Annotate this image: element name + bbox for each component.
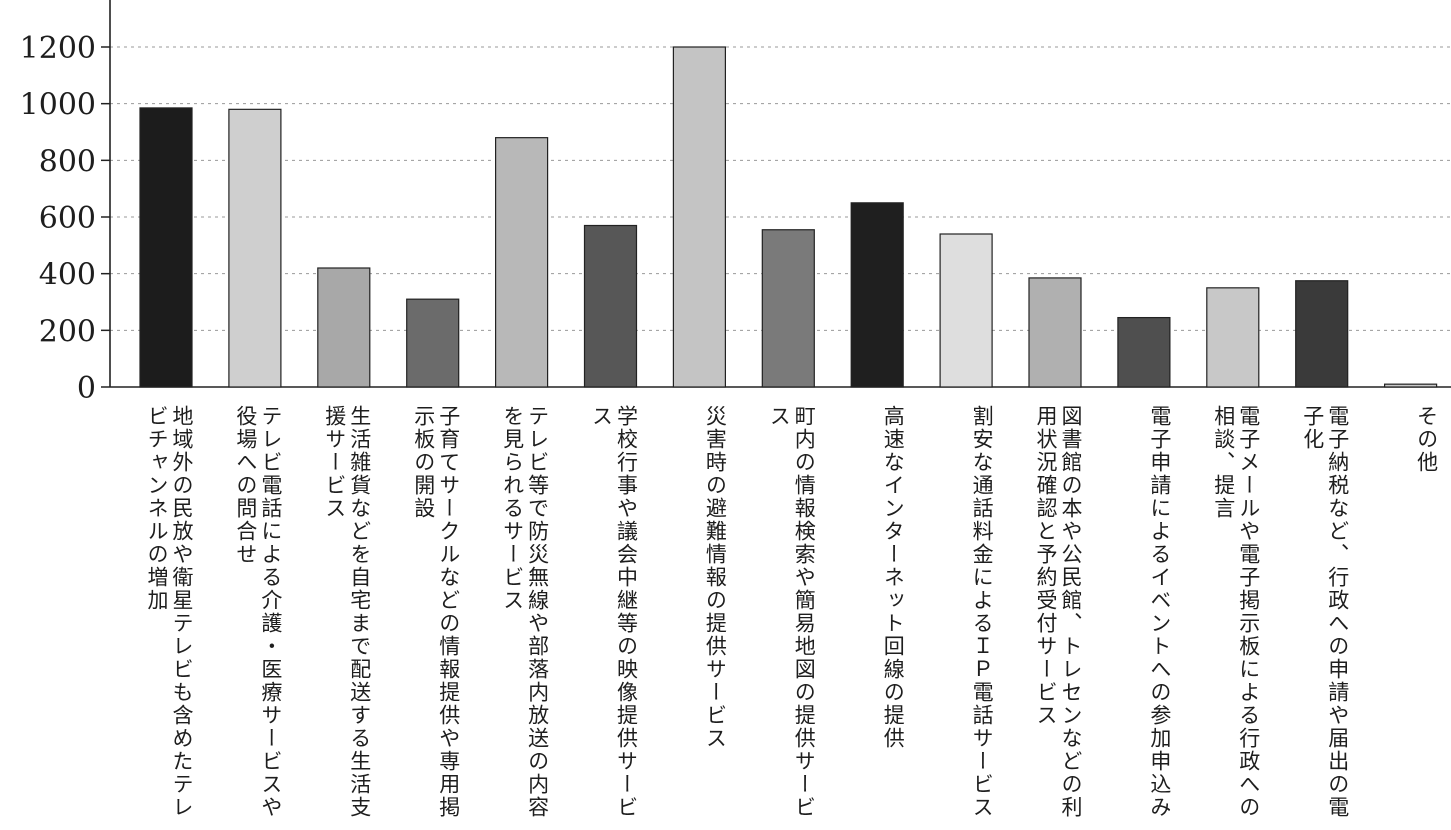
x-category-label: 生活雑貨などを自宅まで配送する生活支援サービス (322, 405, 372, 819)
bar (495, 137, 549, 388)
bar (139, 107, 193, 388)
y-tick-label: 800 (39, 144, 96, 179)
x-category-label: 割安な通話料金によるＩＰ電話サービス (970, 405, 995, 819)
x-category-label: テレビ電話による介護・医療サービスや役場への問合せ (233, 405, 283, 819)
bar (583, 224, 638, 388)
y-tick-label: 200 (39, 314, 96, 349)
bar (228, 108, 282, 388)
x-category-label: 電子納税など、行政への申請や届出の電子化 (1300, 405, 1350, 819)
x-category-label: 災害時の避難情報の提供サービス (703, 405, 728, 750)
bar (406, 298, 460, 388)
x-category-label: 町内の情報検索や簡易地図の提供サービス (767, 405, 817, 819)
x-category-label: 図書館の本や公民館、トレセンなどの利用状況確認と予約受付サービス (1034, 405, 1083, 819)
bar (1117, 316, 1171, 388)
bar (1028, 277, 1082, 388)
x-category-label: テレビ等で防災無線や部落内放送の内容を見られるサービス (500, 405, 550, 819)
bar (761, 229, 815, 388)
bar (317, 267, 371, 388)
bar (1383, 383, 1438, 388)
y-tick-label: 1200 (20, 31, 96, 66)
gridlines (101, 46, 1451, 388)
y-tick-label: 1000 (20, 88, 96, 123)
y-tick-label: 600 (39, 201, 96, 236)
x-category-label: 子育てサークルなどの情報提供や専用掲示板の開設 (411, 405, 461, 819)
x-category-label: 電子申請によるイベントへの参加申込み (1147, 405, 1172, 819)
y-tick-labels: 0 200 400 600 800 1000 1200 (20, 31, 96, 406)
x-category-label: 電子メールや電子掲示板による行政への相談、提言 (1211, 405, 1261, 819)
bar (1206, 287, 1260, 388)
bar (1295, 280, 1349, 388)
x-category-label: 学校行事や議会中継等の映像提供サービス (589, 405, 639, 819)
x-category-label: 地域外の民放や衛星テレビも含めたテレビチャンネルの増加 (145, 405, 194, 819)
bars (139, 46, 1438, 388)
bar (672, 46, 727, 388)
y-tick-label: 400 (39, 258, 96, 293)
bar (939, 233, 993, 388)
x-category-label: 高速なインターネット回線の提供 (881, 405, 906, 750)
bar (850, 202, 904, 388)
x-category-label: その他 (1414, 405, 1439, 474)
y-tick-label: 0 (77, 371, 96, 406)
